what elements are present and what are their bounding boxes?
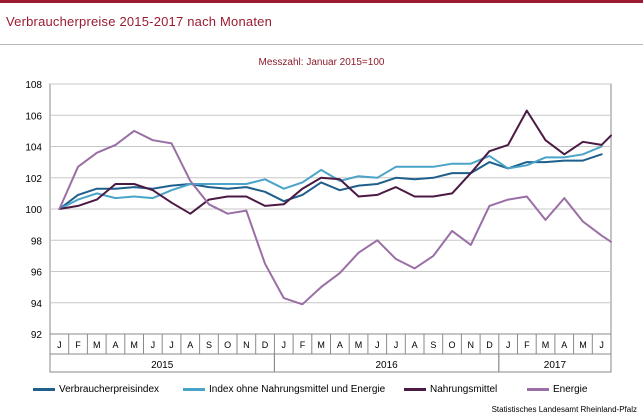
series-line — [58, 145, 603, 210]
series-line — [58, 153, 603, 210]
legend-swatch — [527, 388, 549, 391]
legend-swatch — [33, 388, 55, 391]
x-tick-label: J — [282, 340, 287, 350]
x-tick-label: J — [57, 340, 62, 350]
x-tick-label: J — [151, 340, 156, 350]
legend-label: Energie — [553, 384, 588, 395]
x-tick-label: S — [430, 340, 436, 350]
x-tick-label: M — [93, 340, 101, 350]
y-tick-label: 92 — [31, 330, 43, 341]
x-tick-label: A — [187, 340, 193, 350]
title-divider — [0, 44, 643, 45]
legend-swatch — [404, 388, 426, 391]
x-tick-label: O — [224, 340, 231, 350]
y-tick-label: 108 — [25, 80, 42, 91]
x-tick-label: M — [317, 340, 325, 350]
legend-label: Index ohne Nahrungsmittel und Energie — [209, 384, 386, 395]
year-label: 2017 — [544, 360, 567, 371]
x-tick-label: M — [130, 340, 138, 350]
y-tick-label: 106 — [25, 111, 42, 122]
x-tick-label: N — [243, 340, 250, 350]
x-tick-label: S — [206, 340, 212, 350]
x-tick-label: J — [375, 340, 380, 350]
x-tick-label: F — [524, 340, 530, 350]
y-tick-label: 98 — [31, 236, 43, 247]
page-title: Verbraucherpreise 2015-2017 nach Monaten — [6, 14, 273, 29]
legend-item: Energie — [527, 384, 587, 395]
x-tick-label: A — [561, 340, 567, 350]
y-tick-label: 96 — [31, 268, 43, 279]
x-tick-label: M — [579, 340, 587, 350]
y-tick-label: 100 — [25, 205, 42, 216]
year-label: 2016 — [375, 360, 398, 371]
x-tick-label: J — [599, 340, 604, 350]
x-tick-label: O — [449, 340, 456, 350]
x-tick-label: A — [337, 340, 343, 350]
series-line — [58, 129, 612, 306]
legend-swatch — [183, 388, 205, 391]
x-tick-label: D — [262, 340, 269, 350]
top-accent-rule — [0, 0, 643, 3]
x-tick-label: F — [75, 340, 81, 350]
x-tick-label: M — [355, 340, 363, 350]
legend-item: Index ohne Nahrungsmittel und Energie — [183, 384, 385, 395]
x-tick-label: J — [394, 340, 399, 350]
legend-label: Nahrungsmittel — [430, 384, 498, 395]
y-tick-label: 104 — [25, 143, 42, 154]
legend-item: Nahrungsmittel — [404, 384, 497, 395]
source-note: Statistisches Landesamt Rheinland-Pfalz — [491, 405, 637, 414]
x-tick-label: A — [412, 340, 418, 350]
x-tick-label: M — [542, 340, 550, 350]
x-tick-label: A — [112, 340, 118, 350]
legend-label: Verbraucherpreisindex — [59, 384, 160, 395]
legend-item: Verbraucherpreisindex — [33, 384, 159, 395]
series-line — [58, 109, 612, 215]
x-tick-label: F — [300, 340, 306, 350]
plot-frame — [49, 83, 612, 373]
x-tick-label: N — [468, 340, 475, 350]
x-tick-label: J — [506, 340, 511, 350]
y-tick-label: 94 — [31, 299, 43, 310]
chart-legend: Verbraucherpreisindex Index ohne Nahrungs… — [0, 384, 643, 400]
y-tick-label: 102 — [25, 174, 42, 185]
chart-subtitle: Messzahl: Januar 2015=100 — [258, 57, 385, 68]
x-tick-label: D — [486, 340, 493, 350]
year-label: 2015 — [151, 360, 174, 371]
x-tick-label: J — [169, 340, 174, 350]
